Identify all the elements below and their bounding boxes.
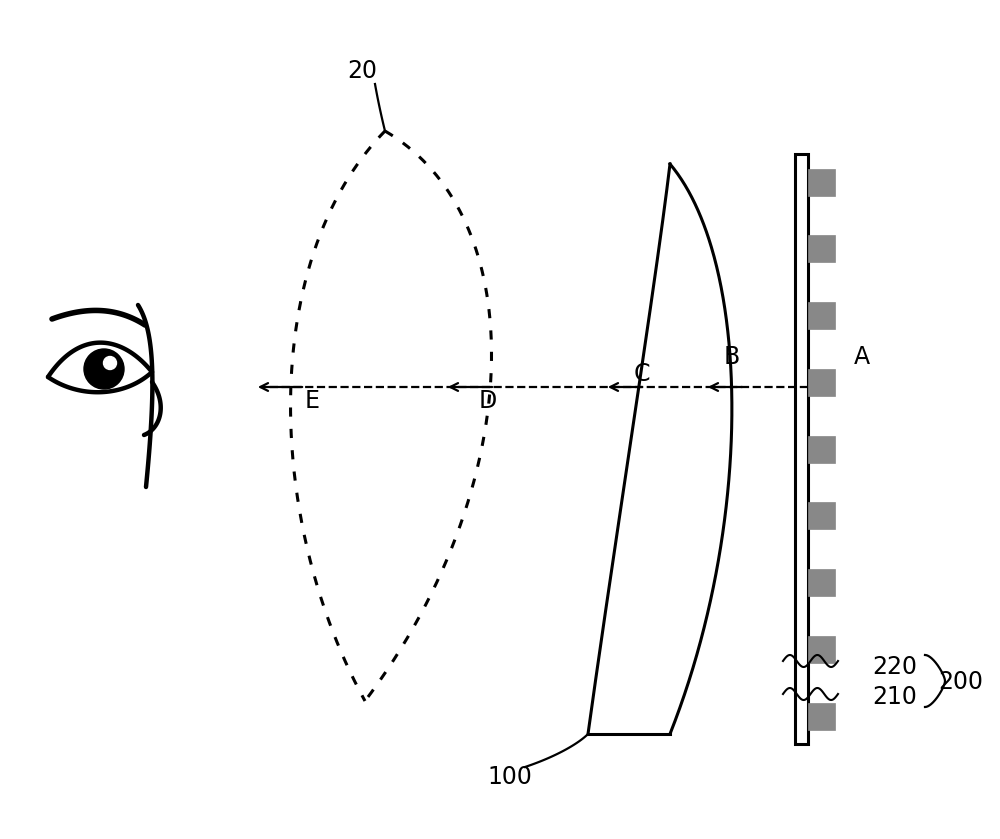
Text: 220: 220 [872,655,917,679]
Polygon shape [808,235,835,263]
Text: E: E [305,389,320,413]
Text: D: D [479,389,497,413]
Polygon shape [808,702,835,729]
Polygon shape [795,154,808,744]
Circle shape [84,349,124,389]
Polygon shape [808,369,835,396]
Circle shape [104,357,117,369]
Text: C: C [634,362,650,386]
Polygon shape [808,503,835,529]
Text: 20: 20 [347,59,377,83]
Text: A: A [854,345,870,369]
Polygon shape [808,569,835,596]
Text: B: B [724,345,740,369]
Text: 100: 100 [488,765,532,789]
Text: 210: 210 [872,685,917,709]
Polygon shape [808,302,835,329]
Polygon shape [808,636,835,663]
Text: 200: 200 [938,670,983,694]
Polygon shape [808,169,835,195]
Polygon shape [808,435,835,462]
